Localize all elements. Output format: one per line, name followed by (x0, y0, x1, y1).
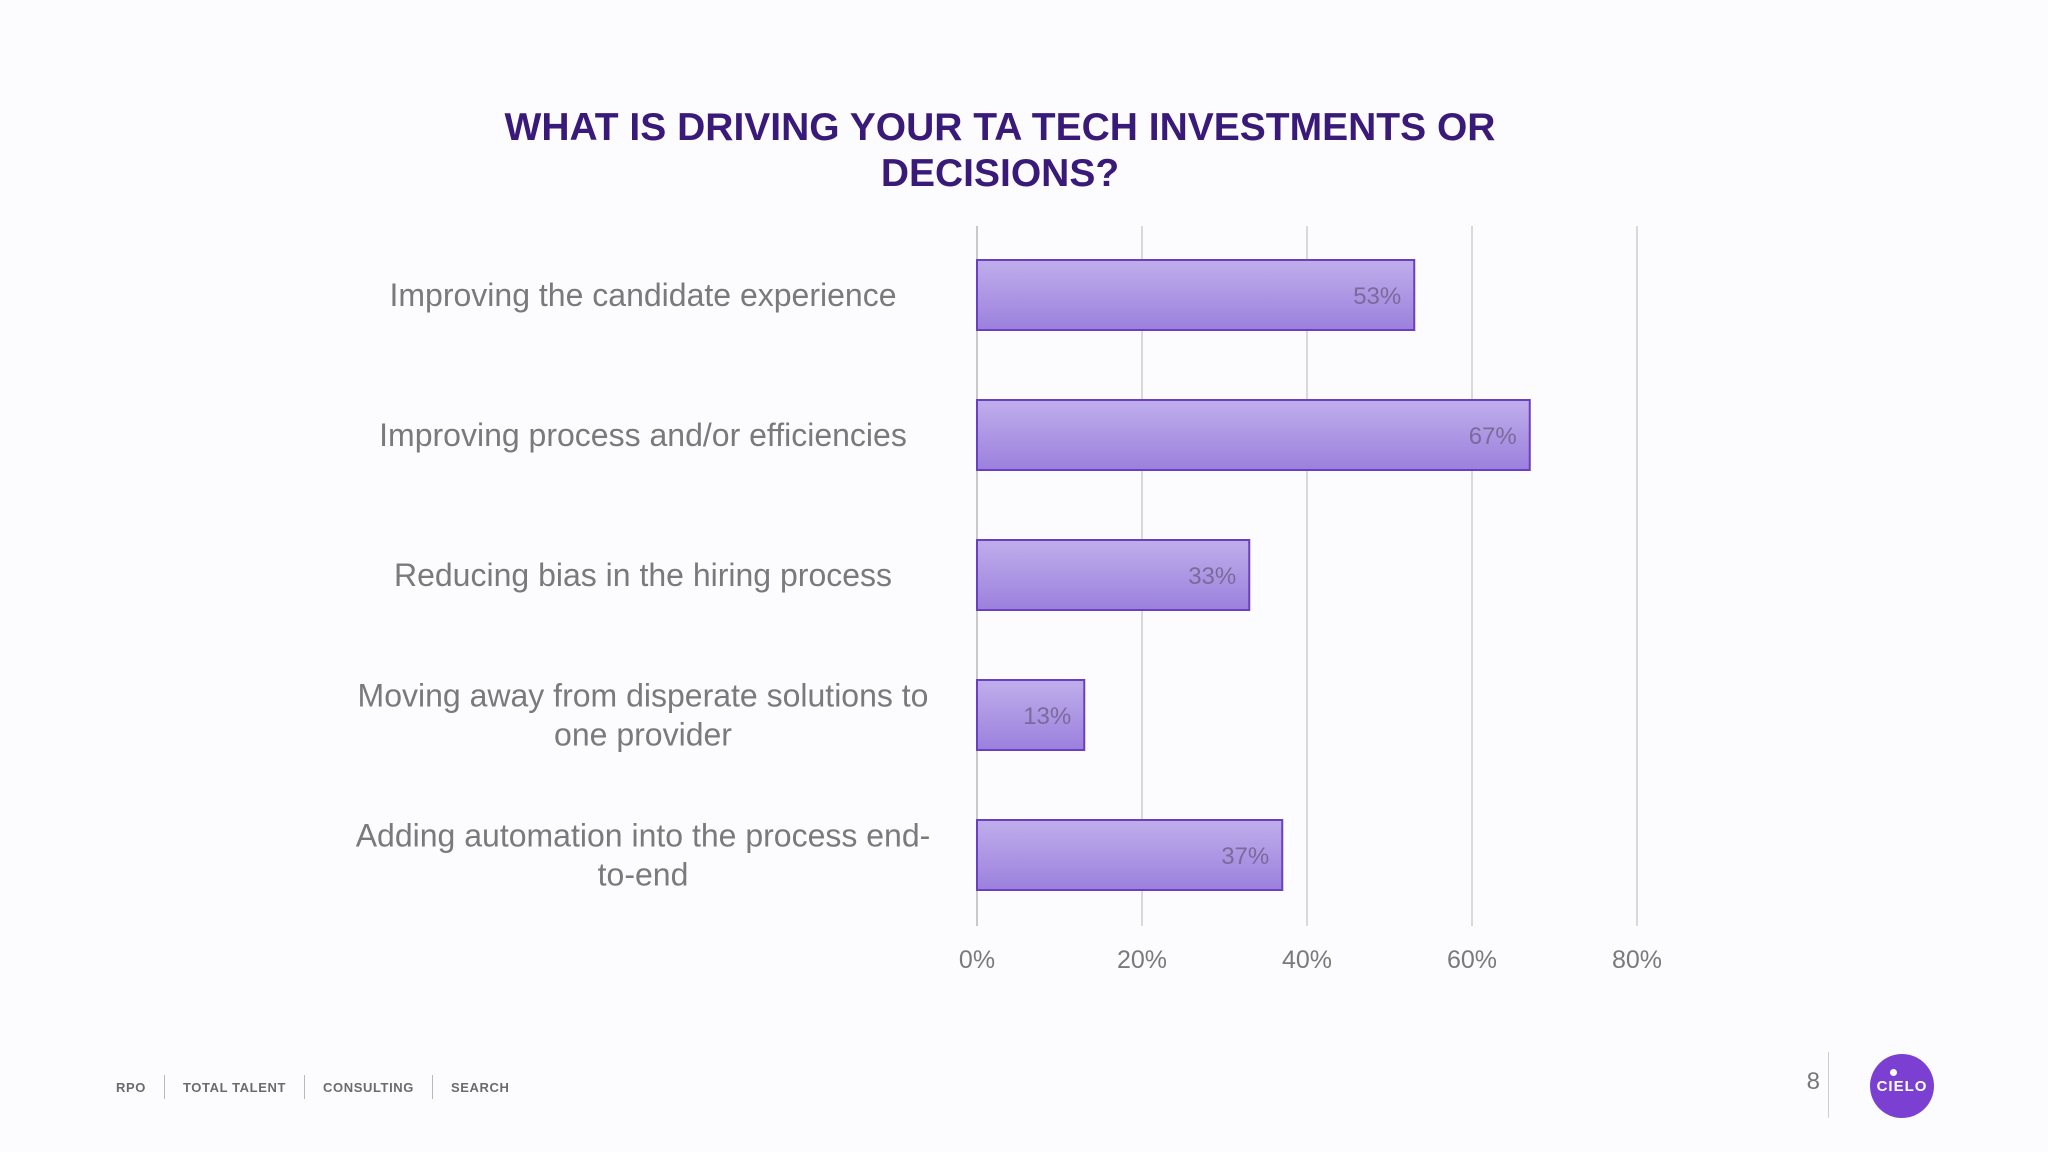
bar (976, 399, 1531, 471)
data-label: 33% (1188, 563, 1236, 590)
bar (976, 819, 1284, 891)
logo-dot-icon (1890, 1069, 1897, 1076)
x-tick-label: 60% (1447, 946, 1497, 974)
bar (976, 539, 1251, 611)
category-labels: Improving the candidate experience Improv… (356, 277, 931, 893)
footer-item-consulting: CONSULTING (323, 1079, 414, 1095)
category-label: Adding automation into the process end- (356, 818, 931, 854)
footer-separator (304, 1075, 305, 1099)
footer-item-rpo: RPO (116, 1079, 146, 1095)
footer-item-total-talent: TOTAL TALENT (182, 1079, 286, 1095)
footer-item-search: SEARCH (450, 1079, 510, 1095)
value-labels: 53% 67% 33% 13% 37% (1023, 283, 1517, 870)
category-label: Improving process and/or efficiencies (379, 417, 907, 453)
page-number: 8 (1806, 1068, 1820, 1095)
category-label: Reducing bias in the hiring process (394, 557, 892, 593)
logo-text: CIELO (1876, 1077, 1928, 1095)
x-axis-ticks: 0% 20% 40% 60% 80% (959, 946, 1662, 974)
x-tick-label: 20% (1117, 946, 1167, 974)
chart-title: WHAT IS DRIVING YOUR TA TECH INVESTMENTS… (504, 106, 1496, 195)
x-tick-label: 40% (1282, 946, 1332, 974)
x-tick-label: 80% (1612, 946, 1662, 974)
data-label: 37% (1221, 843, 1269, 870)
footer-separator (431, 1075, 433, 1099)
bar (976, 679, 1086, 751)
category-label: to-end (598, 857, 689, 893)
category-label: Moving away from disperate solutions to (358, 678, 929, 714)
data-label: 53% (1353, 283, 1401, 310)
category-label: Improving the candidate experience (390, 277, 897, 313)
footer-nav: RPO TOTAL TALENT CONSULTING SEARCH (116, 1075, 509, 1099)
data-label: 67% (1469, 423, 1517, 450)
cielo-logo: CIELO (1870, 1054, 1934, 1118)
footer-separator (163, 1075, 165, 1099)
footer-divider (1828, 1052, 1829, 1118)
category-label: one provider (554, 717, 732, 753)
data-label: 13% (1023, 703, 1071, 730)
x-tick-label: 0% (959, 946, 995, 974)
bars (976, 259, 1531, 891)
bar (976, 259, 1416, 331)
bar-chart: 53% 67% 33% 13% 37% Improving the candidate … (356, 226, 1662, 974)
